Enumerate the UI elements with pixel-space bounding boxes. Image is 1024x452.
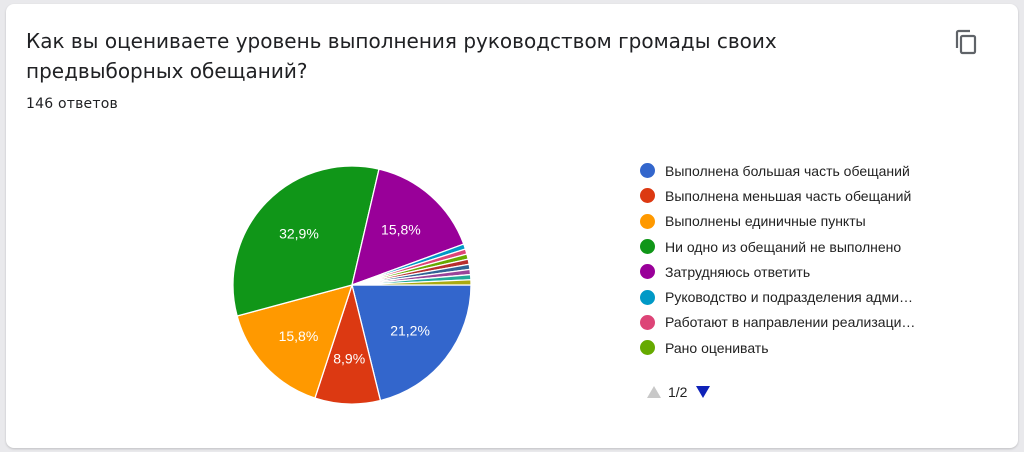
legend-label: Затрудняюсь ответить (665, 263, 811, 280)
legend-item[interactable]: Работают в направлении реализаци… (640, 310, 970, 335)
copy-chart-button[interactable] (950, 26, 982, 58)
legend-swatch (640, 188, 655, 204)
legend-swatch (640, 264, 655, 280)
legend-swatch (640, 314, 655, 330)
response-count: 146 ответов (26, 96, 118, 112)
pie-slice[interactable] (236, 284, 353, 399)
question-card (6, 4, 1018, 448)
legend-swatch (640, 289, 655, 305)
legend-label: Ни одно из обещаний не выполнено (665, 238, 902, 255)
triangle-down-icon[interactable] (695, 385, 711, 399)
triangle-up-icon[interactable] (646, 385, 662, 399)
pie-data-label: 15,8% (279, 328, 319, 344)
pie-data-label: 8,9% (333, 351, 365, 367)
legend-item[interactable]: Выполнены единичные пункты (640, 209, 970, 234)
pie-data-label: 21,2% (390, 323, 430, 339)
legend-item[interactable]: Руководство и подразделения адми… (640, 284, 970, 309)
pie-slice[interactable] (232, 165, 380, 317)
pager-label: 1/2 (668, 384, 688, 400)
pie-slice[interactable] (351, 284, 472, 402)
legend-item[interactable]: Выполнена меньшая часть обещаний (640, 183, 970, 208)
pie-slice[interactable] (351, 168, 465, 287)
legend-label: Выполнена меньшая часть обещаний (665, 187, 912, 204)
chart-legend: Выполнена большая часть обещаний Выполнен… (640, 158, 970, 360)
legend-item[interactable]: Ни одно из обещаний не выполнено (640, 234, 970, 259)
legend-item[interactable]: Затрудняюсь ответить (640, 259, 970, 284)
legend-label: Рано оценивать (665, 339, 769, 356)
legend-label: Выполнены единичные пункты (665, 213, 866, 230)
question-title: Как вы оцениваете уровень выполнения рук… (26, 29, 777, 83)
legend-swatch (640, 340, 655, 356)
legend-item[interactable]: Выполнена большая часть обещаний (640, 158, 970, 183)
legend-item[interactable]: Рано оценивать (640, 335, 970, 360)
legend-pager: 1/2 (646, 384, 711, 400)
legend-label: Выполнена большая часть обещаний (665, 162, 910, 179)
legend-swatch (640, 163, 655, 179)
legend-label: Работают в направлении реализаци… (665, 314, 916, 331)
pie-data-label: 15,8% (381, 222, 421, 238)
legend-swatch (640, 239, 655, 255)
pie-slice[interactable] (351, 279, 472, 286)
legend-swatch (640, 213, 655, 229)
legend-label: Руководство и подразделения адми… (665, 289, 914, 306)
copy-icon (955, 29, 977, 55)
pie-data-label: 32,9% (279, 226, 319, 242)
